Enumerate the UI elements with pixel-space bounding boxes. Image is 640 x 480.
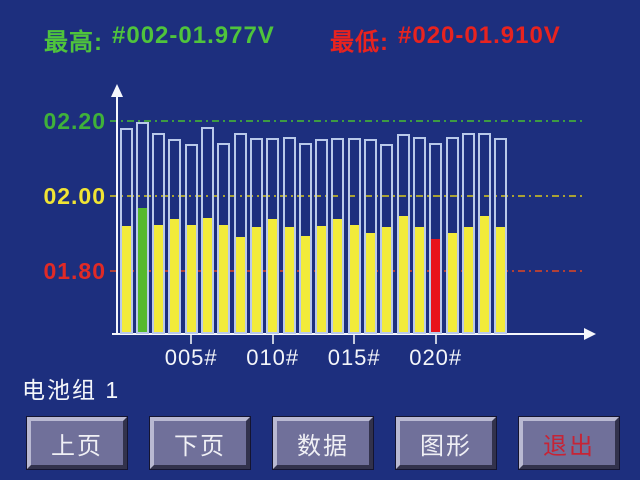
x-tick-010# <box>271 335 274 344</box>
bar-fill-cell-024 <box>496 226 506 332</box>
bar-outline-cell-023 <box>478 132 492 334</box>
bar-fill-cell-007 <box>219 225 229 332</box>
bar-fill-cell-014 <box>333 219 343 332</box>
bar-outline-cell-008 <box>233 133 247 334</box>
graph-view-button[interactable]: 图形 <box>395 416 497 470</box>
bar-outline-cell-021 <box>445 137 459 334</box>
x-tick-020# <box>434 335 437 344</box>
y-tick-label-2-00: 02.00 <box>43 183 106 209</box>
bar-outline-cell-024 <box>494 138 508 334</box>
x-tick-label-005#: 005# <box>164 345 218 370</box>
bar-fill-cell-001 <box>121 225 131 332</box>
bar-fill-cell-011 <box>284 226 294 332</box>
bar-outline-cell-018 <box>396 134 410 334</box>
bar-fill-cell-013 <box>317 225 327 332</box>
bar-fill-cell-022 <box>463 226 473 332</box>
exit-button[interactable]: 退出 <box>518 416 620 470</box>
bar-outline-cell-009 <box>249 138 263 334</box>
bar-fill-cell-021 <box>447 232 457 332</box>
x-tick-label-020#: 020# <box>409 345 463 370</box>
bar-fill-cell-017 <box>382 226 392 332</box>
bar-outline-cell-005 <box>184 144 198 334</box>
bar-outline-cell-022 <box>461 133 475 334</box>
x-tick-label-015#: 015# <box>327 345 381 370</box>
bar-outline-cell-012 <box>298 143 312 334</box>
bar-fill-cell-015 <box>349 224 359 332</box>
highest-cell-readout: 最高: #002-01.977V <box>44 22 275 57</box>
bar-outline-cell-013 <box>315 139 329 334</box>
bar-fill-cell-002 <box>137 208 147 332</box>
x-axis-line <box>112 333 584 335</box>
bar-fill-cell-020 <box>431 239 441 332</box>
bar-outline-cell-020 <box>429 143 443 334</box>
bar-fill-cell-010 <box>268 219 278 332</box>
bar-outline-cell-017 <box>380 144 394 334</box>
bar-outline-cell-002 <box>135 121 149 334</box>
bar-outline-cell-010 <box>266 138 280 334</box>
lowest-label: 最低: <box>330 29 389 56</box>
x-tick-015# <box>353 335 356 344</box>
bar-fill-cell-023 <box>480 216 490 332</box>
y-tick-label-2-20: 02.20 <box>43 108 106 134</box>
bar-fill-cell-009 <box>251 226 261 332</box>
bar-outline-cell-001 <box>119 128 133 334</box>
next-page-button[interactable]: 下页 <box>149 416 251 470</box>
bar-outline-cell-014 <box>331 138 345 334</box>
bar-outline-cell-003 <box>152 132 166 334</box>
bar-outline-cell-007 <box>217 143 231 334</box>
bar-fill-cell-004 <box>170 218 180 332</box>
bar-fill-cell-005 <box>186 224 196 332</box>
gridline-2-20 <box>110 120 586 122</box>
bar-fill-cell-016 <box>366 233 375 332</box>
bar-fill-cell-008 <box>235 236 245 332</box>
bar-fill-cell-012 <box>300 236 310 332</box>
bar-outline-cell-015 <box>347 138 361 334</box>
x-tick-005# <box>190 335 193 344</box>
bar-outline-cell-011 <box>282 137 296 334</box>
bar-outline-cell-004 <box>168 139 182 334</box>
prev-page-button[interactable]: 上页 <box>26 416 128 470</box>
y-tick-label-1-80: 01.80 <box>43 258 106 284</box>
x-axis-arrow-icon <box>584 328 596 340</box>
highest-label: 最高: <box>44 29 103 56</box>
bar-outline-cell-016 <box>364 139 377 334</box>
lowest-value: #020-01.910V <box>398 22 561 49</box>
y-axis-line <box>116 97 118 335</box>
bar-outline-cell-019 <box>412 137 426 334</box>
battery-group-label: 电池组 1 <box>22 377 121 403</box>
lowest-cell-readout: 最低: #020-01.910V <box>330 22 561 57</box>
y-axis-arrow-icon <box>111 84 123 97</box>
bar-fill-cell-019 <box>414 226 424 332</box>
highest-value: #002-01.977V <box>112 22 275 49</box>
x-tick-label-010#: 010# <box>246 345 300 370</box>
bar-fill-cell-003 <box>154 224 164 332</box>
bar-fill-cell-018 <box>398 216 408 332</box>
data-view-button[interactable]: 数据 <box>272 416 374 470</box>
bar-fill-cell-006 <box>203 217 212 332</box>
bar-outline-cell-006 <box>201 126 214 334</box>
